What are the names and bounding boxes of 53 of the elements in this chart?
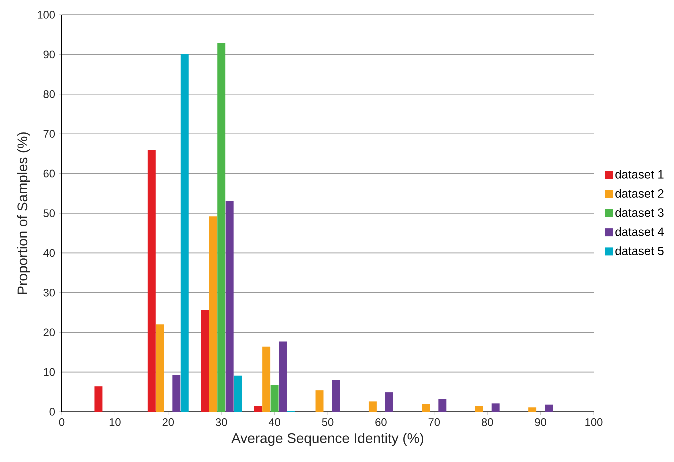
y-tick-label: 10: [44, 368, 56, 376]
bar: [368, 402, 377, 412]
bar: [422, 404, 430, 412]
bar: [492, 404, 500, 412]
bar: [528, 408, 537, 412]
y-tick-label: 70: [44, 130, 56, 138]
bar: [545, 404, 554, 412]
bar: [316, 390, 324, 412]
bar: [201, 310, 210, 412]
y-tick-label: 50: [44, 210, 56, 218]
x-tick-label: 90: [535, 418, 546, 426]
bar: [385, 392, 394, 412]
y-tick-label: 100: [38, 11, 56, 19]
bar: [270, 385, 279, 412]
legend-label: dataset 4: [616, 227, 664, 236]
legend-label: dataset 5: [616, 246, 664, 256]
x-tick-label: 70: [428, 418, 440, 426]
bar: [234, 376, 242, 412]
x-tick-label: 80: [482, 418, 494, 426]
x-tick-label: 30: [216, 418, 228, 426]
bar: [218, 43, 226, 412]
bar: [180, 54, 189, 412]
y-tick-label: 40: [44, 249, 56, 258]
bar: [254, 406, 262, 412]
bar: [209, 216, 218, 412]
bar: [226, 201, 234, 412]
x-tick-label: 100: [586, 418, 603, 426]
y-tick-label: 0: [50, 408, 56, 416]
bar: [332, 380, 340, 412]
x-tick-label: 50: [322, 418, 334, 426]
y-tick-label: 60: [44, 170, 56, 178]
legend-label: dataset 2: [616, 189, 664, 198]
bar: [94, 386, 103, 412]
legend-label: dataset 3: [616, 208, 664, 218]
bar: [172, 375, 181, 412]
bar: [475, 406, 484, 412]
y-tick-label: 90: [44, 50, 56, 59]
x-tick-label: 40: [268, 418, 280, 426]
x-axis-title: Average Sequence Identity (%): [232, 433, 424, 446]
bar: [438, 399, 447, 412]
bar: [262, 346, 271, 412]
x-tick-label: 20: [162, 418, 174, 426]
y-tick-label: 30: [44, 289, 56, 297]
bar: [156, 324, 164, 412]
x-tick-label: 60: [376, 418, 387, 426]
bar: [279, 342, 288, 412]
x-tick-label: 0: [59, 418, 65, 426]
legend-label: dataset 1: [616, 170, 664, 179]
y-axis-title: Proportion of Samples (%): [17, 132, 30, 294]
x-tick-label: 10: [110, 418, 121, 426]
y-tick-label: 80: [44, 90, 56, 98]
y-tick-label: 20: [44, 328, 56, 336]
bar: [148, 150, 156, 412]
